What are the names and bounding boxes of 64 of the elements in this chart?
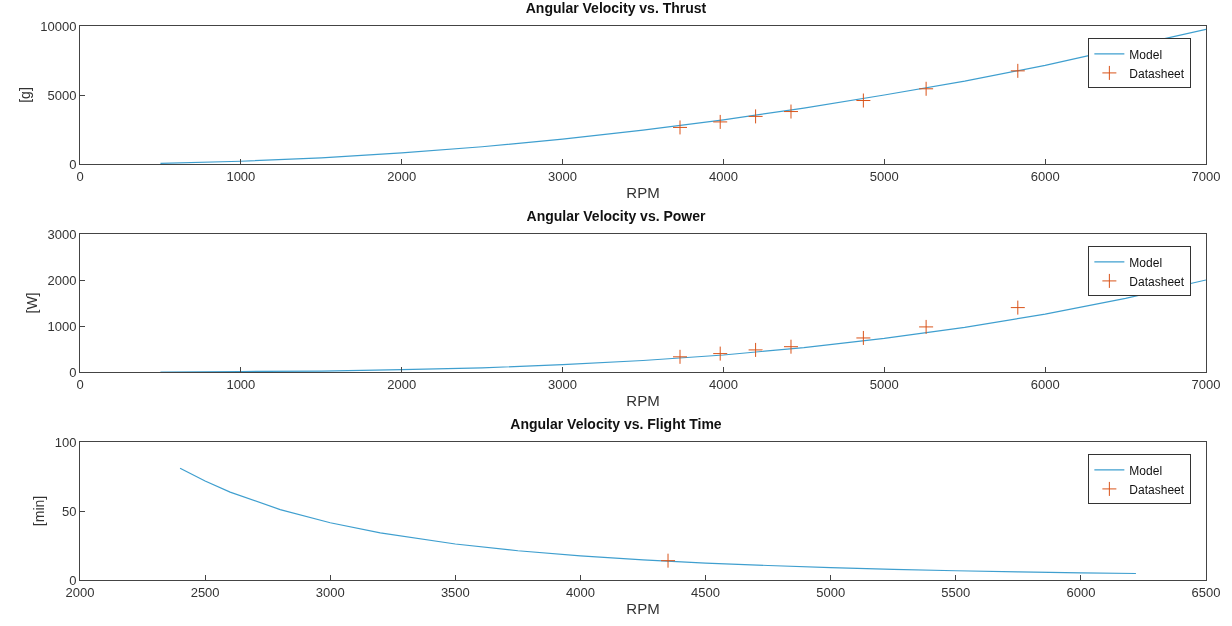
line-series [159,279,1206,372]
x-tick-label: 1000 [226,168,256,184]
x-tick-label: 6000 [1066,584,1096,600]
x-tick-label: 3500 [440,584,470,600]
point [712,346,728,362]
x-tick-label: 7000 [1191,168,1221,184]
legend-label: Model [1129,255,1163,270]
point [712,114,728,130]
x-tick-label: 5000 [869,168,899,184]
chart-title: Angular Velocity vs. Thrust [525,0,707,16]
point [672,349,688,365]
point [1010,300,1026,316]
legend-label: Datasheet [1129,274,1185,289]
y-tick-label: 5000 [47,87,77,103]
x-tick-label: 3000 [548,376,578,392]
x-tick-label: 2000 [387,168,417,184]
x-axis-title: RPM [626,599,660,617]
y-tick-label: 2000 [47,272,77,288]
x-tick-label: 3000 [548,168,578,184]
x-tick-label: 3000 [315,584,345,600]
x-tick-label: 1000 [226,376,256,392]
x-tick-label: 6500 [1191,584,1221,600]
chart-title: Angular Velocity vs. Power [526,207,707,224]
y-axis-title: [W] [24,292,41,314]
point [783,339,799,355]
x-tick-label: 2000 [387,376,417,392]
point [748,108,764,124]
point [748,342,764,358]
y-axis-title: [g] [16,87,33,103]
x-axis-title: RPM [626,183,660,201]
chart-title: Angular Velocity vs. Flight Time [510,415,722,432]
x-axis-title: RPM [626,391,660,409]
legend-label: Datasheet [1129,482,1185,497]
y-tick-label: 0 [69,364,77,380]
point [1010,63,1026,79]
legend-label: Model [1129,47,1163,62]
y-tick-label: 1000 [47,318,77,334]
legend-label: Datasheet [1129,66,1185,81]
x-tick-label: 4000 [708,376,738,392]
line-series [159,28,1206,164]
x-tick-label: 4000 [565,584,595,600]
x-tick-label: 5000 [869,376,899,392]
x-tick-label: 7000 [1191,376,1221,392]
x-tick-label: 5500 [941,584,971,600]
y-tick-label: 50 [61,503,77,519]
y-tick-label: 3000 [47,226,77,242]
y-tick-label: 10000 [40,18,77,34]
point [918,81,934,97]
y-axis-title: [min] [31,495,48,527]
point [918,319,934,335]
point [783,104,799,120]
legend-label: Model [1129,463,1163,478]
point [855,330,871,346]
y-tick-label: 100 [54,434,77,450]
x-tick-label: 2500 [190,584,220,600]
x-tick-label: 5000 [816,584,846,600]
point [672,119,688,135]
x-tick-label: 4000 [708,168,738,184]
x-tick-label: 6000 [1030,376,1060,392]
y-tick-label: 0 [69,156,77,172]
x-tick-label: 4500 [691,584,721,600]
point [855,93,871,109]
y-tick-label: 0 [69,572,77,588]
x-tick-label: 6000 [1030,168,1060,184]
